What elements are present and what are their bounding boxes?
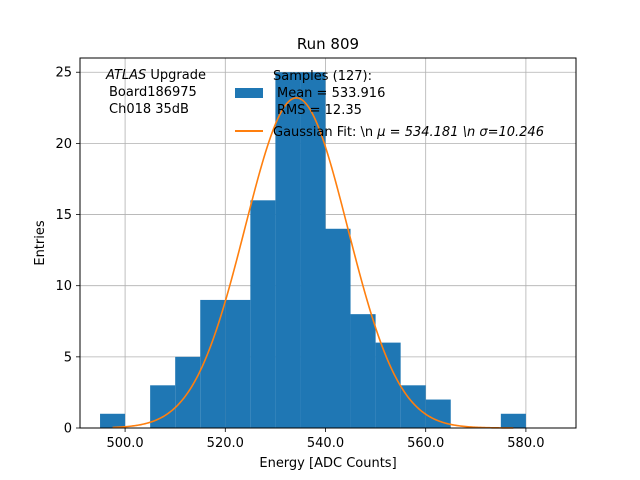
histogram-bar (100, 413, 126, 428)
annotation-line-3: Ch018 35dB (109, 102, 189, 117)
legend-samples-line-2: Mean = 533.916 (277, 86, 385, 101)
x-axis-title: Energy [ADC Counts] (259, 456, 396, 471)
y-tick-label: 20 (55, 137, 72, 152)
x-tick-label: 500.0 (106, 436, 143, 451)
gaussian-fit-curve (112, 97, 514, 429)
histogram-bar (500, 413, 526, 428)
y-tick-label: 25 (55, 66, 72, 81)
x-tick-label: 580.0 (507, 436, 544, 451)
legend-fit-label: Gaussian Fit: \n μ = 534.181 \n σ=10.246 (273, 125, 544, 140)
y-tick-label: 5 (64, 350, 72, 365)
x-tick-label: 520.0 (207, 436, 244, 451)
histogram-bar (350, 314, 376, 428)
histogram-bar (200, 299, 226, 428)
x-tick-label: 560.0 (407, 436, 444, 451)
annotation-upgrade: Upgrade (146, 68, 206, 83)
legend-fit-prefix: Gaussian Fit: \n (273, 125, 377, 140)
y-axis-ticks: 0 5 10 15 20 25 (55, 66, 80, 437)
y-tick-label: 15 (55, 208, 72, 223)
y-axis-title: Entries (33, 220, 48, 266)
annotation-box: ATLAS Upgrade Board186975 Ch018 35dB (105, 68, 206, 117)
legend-samples-swatch (235, 88, 263, 98)
y-tick-label: 0 (64, 422, 72, 437)
legend: Samples (127): Mean = 533.916 RMS = 12.3… (235, 69, 544, 140)
histogram-bar (325, 228, 351, 428)
histogram-bar (375, 342, 401, 428)
x-axis-ticks: 500.0 520.0 540.0 560.0 580.0 (106, 428, 545, 451)
y-tick-label: 10 (55, 279, 72, 294)
annotation-line-1: ATLAS Upgrade (105, 68, 206, 83)
legend-fit-sigma: σ=10.246 (479, 125, 544, 140)
histogram-bar (275, 72, 301, 428)
histogram-bars (100, 72, 526, 428)
legend-samples-line-1: Samples (127): (273, 69, 372, 84)
plot-frame (79, 57, 577, 429)
x-tick-label: 540.0 (307, 436, 344, 451)
histogram-bar (225, 299, 251, 428)
chart-title: Run 809 (297, 35, 359, 53)
annotation-line-2: Board186975 (109, 85, 197, 100)
histogram-bar (250, 200, 276, 428)
annotation-atlas: ATLAS (105, 68, 146, 83)
legend-samples-line-3: RMS = 12.35 (277, 103, 362, 118)
legend-fit-mu: μ = 534.181 \n (376, 125, 479, 140)
histogram-bar (300, 72, 326, 428)
